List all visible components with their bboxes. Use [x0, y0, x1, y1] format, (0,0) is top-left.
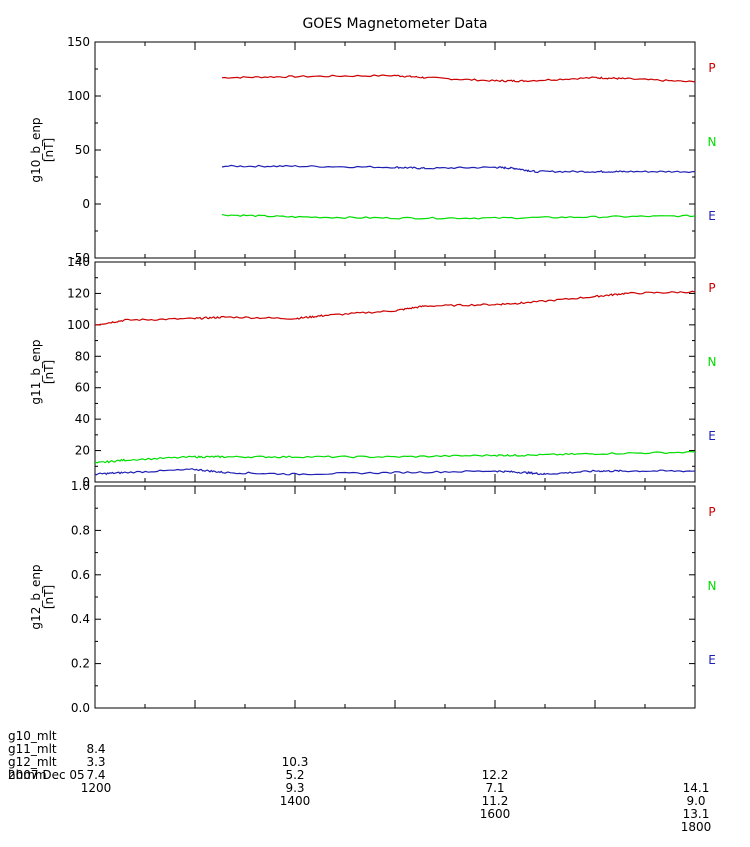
- y-tick-label: 150: [67, 35, 90, 49]
- y-tick-label: 120: [67, 286, 90, 300]
- y-axis-label: g12_b_enp: [29, 564, 43, 629]
- y-tick-label: 0.0: [71, 701, 90, 715]
- legend-p: P: [708, 61, 715, 75]
- y-tick-label: 40: [75, 412, 90, 426]
- y-tick-label: 0.2: [71, 657, 90, 671]
- y-tick-label: 1.0: [71, 479, 90, 493]
- legend-e: E: [708, 209, 716, 223]
- legend-n: N: [708, 579, 717, 593]
- series-line-e: [94, 468, 696, 476]
- y-tick-label: 140: [67, 255, 90, 269]
- legend-n: N: [708, 135, 717, 149]
- y-tick-label: 0: [82, 197, 90, 211]
- y-axis-unit: [nT]: [42, 360, 56, 384]
- y-tick-label: 0.6: [71, 568, 90, 582]
- y-axis-label: g10_b_enp: [29, 117, 43, 182]
- series-line-e: [221, 213, 696, 220]
- y-tick-label: 50: [75, 143, 90, 157]
- y-tick-label: 60: [75, 381, 90, 395]
- y-axis-label: g11_b_enp: [29, 339, 43, 404]
- legend-p: P: [708, 505, 715, 519]
- panel-frame: [94, 41, 696, 259]
- y-tick-label: 0.4: [71, 612, 90, 626]
- series-line-p: [221, 74, 696, 83]
- y-axis-unit: [nT]: [42, 585, 56, 609]
- footer-value: 1600: [479, 807, 511, 821]
- series-line-n: [94, 450, 696, 464]
- y-tick-label: 100: [67, 318, 90, 332]
- series-line-n: [221, 164, 696, 174]
- footer-value: 13.1: [682, 807, 710, 821]
- legend-n: N: [708, 355, 717, 369]
- footer-value: 1800: [680, 820, 712, 834]
- y-axis-unit: [nT]: [42, 138, 56, 162]
- y-tick-label: 20: [75, 444, 90, 458]
- legend-e: E: [708, 429, 716, 443]
- y-tick-label: 80: [75, 349, 90, 363]
- legend-p: P: [708, 281, 715, 295]
- legend-e: E: [708, 653, 716, 667]
- y-tick-label: 0: [82, 475, 90, 489]
- y-tick-label: 100: [67, 89, 90, 103]
- series-line-p: [94, 290, 696, 326]
- panel-frame: [94, 485, 696, 709]
- chart-title: GOES Magnetometer Data: [302, 16, 487, 32]
- y-tick-label: -50: [70, 251, 90, 265]
- y-tick-label: 0.8: [71, 523, 90, 537]
- magnetometer-chart: GOES Magnetometer Data -50 0 50 100 150 g10_b_…: [29, 16, 717, 715]
